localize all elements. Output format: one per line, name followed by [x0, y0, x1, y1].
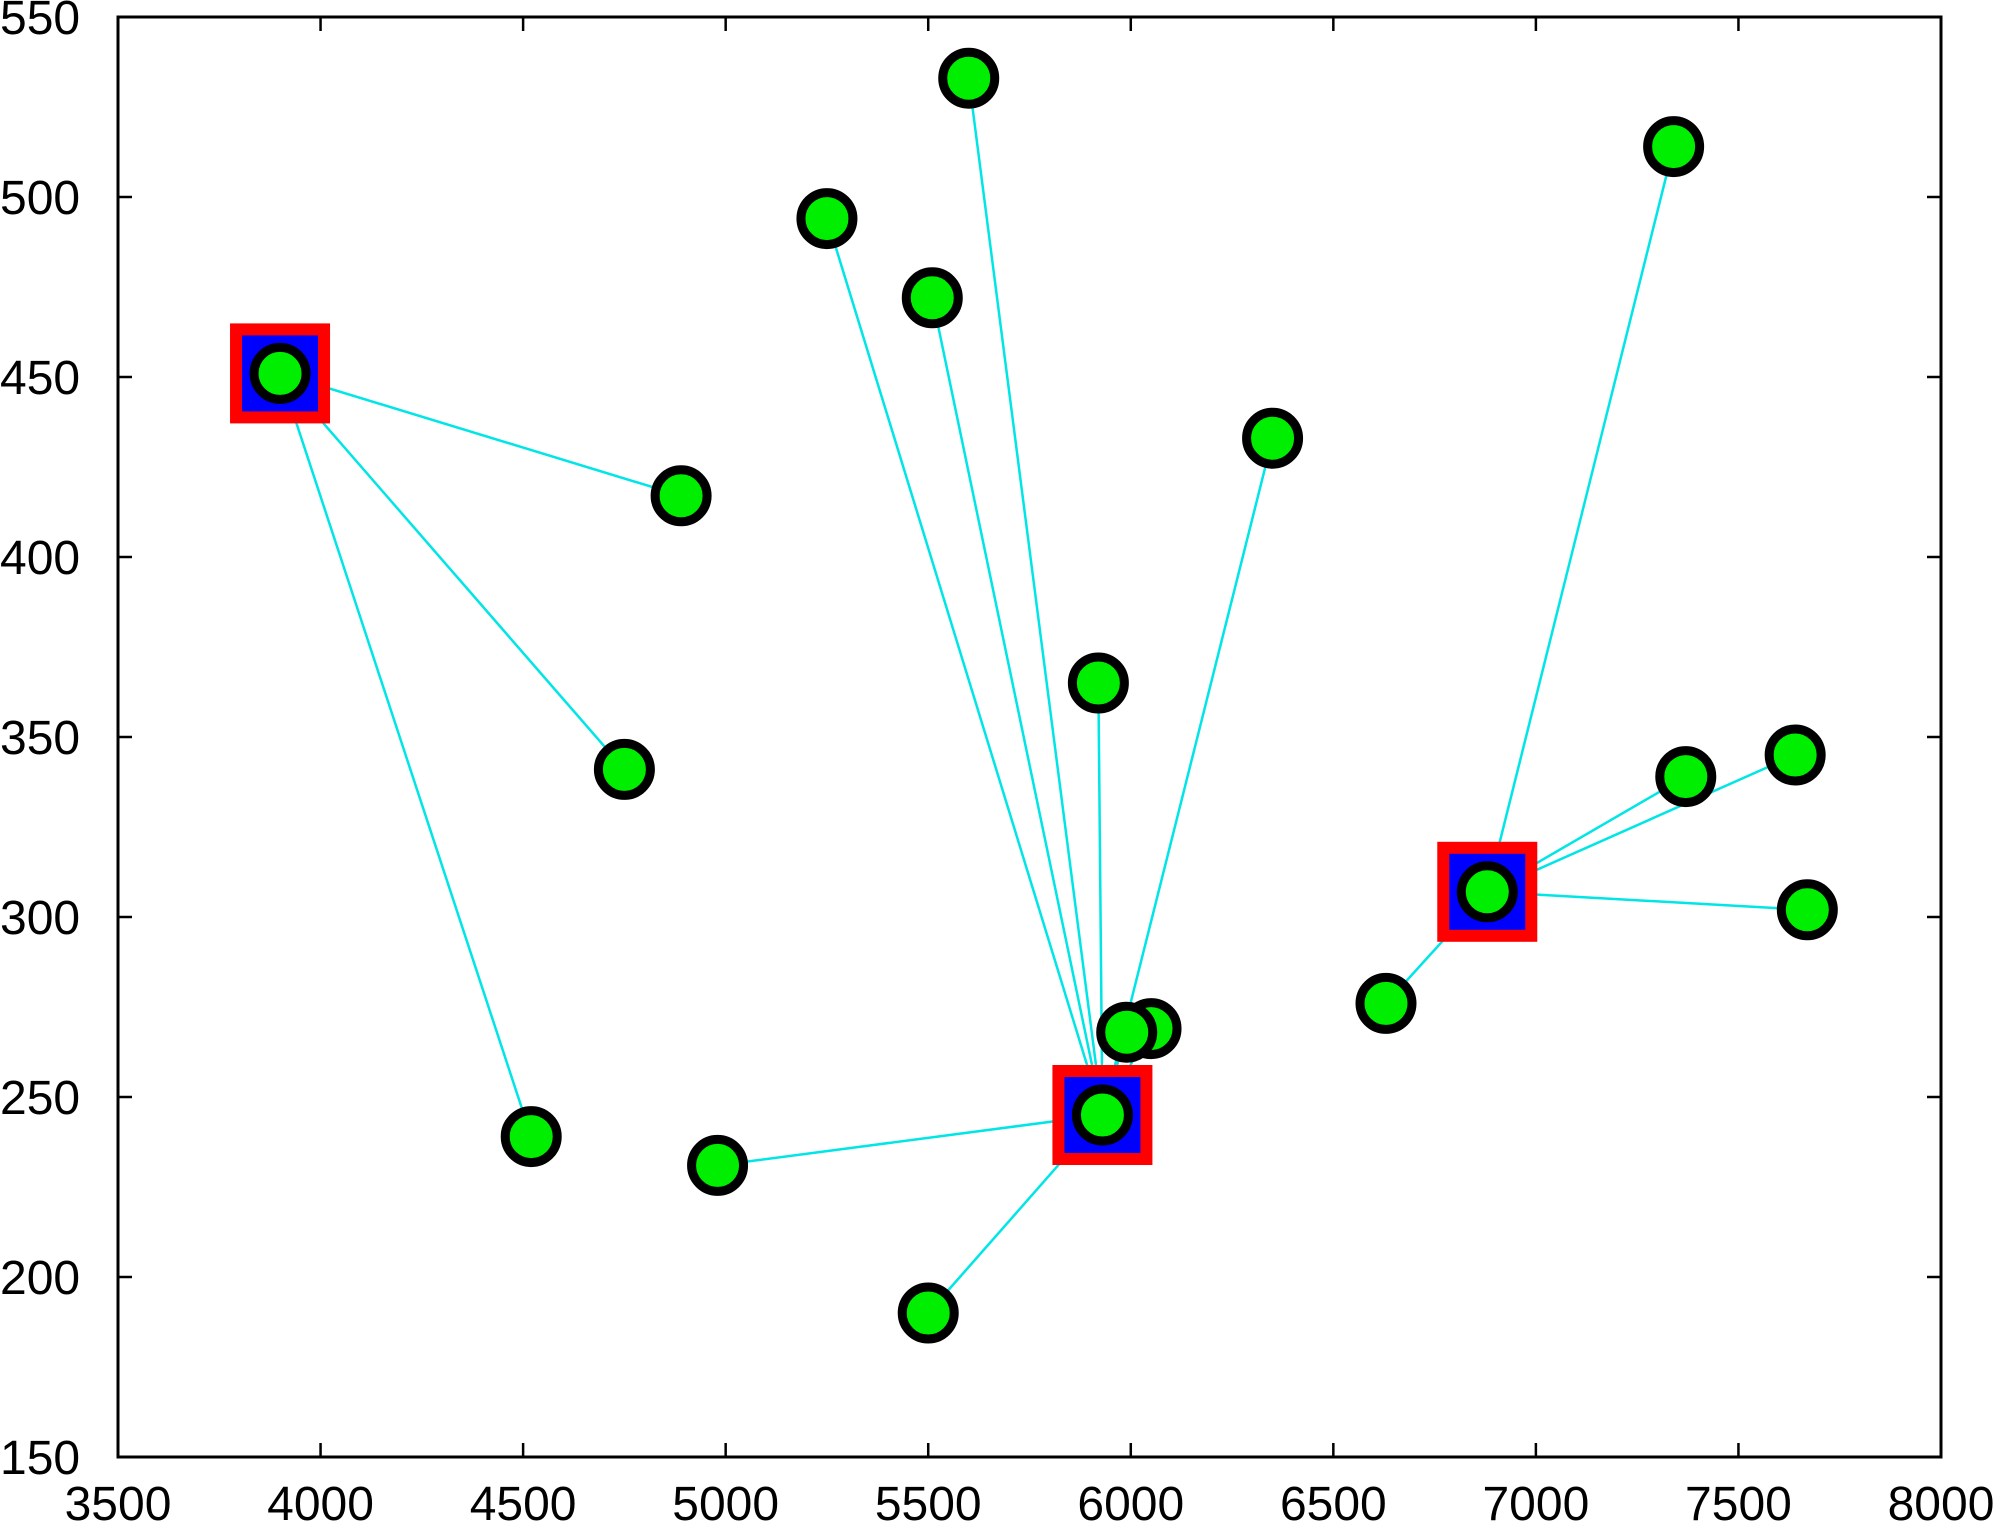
axis-ticks: [116, 15, 1943, 1459]
link-line: [1097, 682, 1104, 1116]
data-point: [1067, 652, 1129, 714]
data-point: [249, 342, 311, 404]
data-point: [1764, 724, 1826, 786]
x-tick-label: 6000: [1077, 1478, 1184, 1531]
data-point: [1096, 1001, 1158, 1063]
data-point: [1655, 746, 1717, 808]
y-tick-label: 500: [0, 172, 80, 225]
data-point: [897, 1282, 959, 1344]
link-line: [1487, 890, 1808, 912]
link-line: [931, 297, 1104, 1116]
data-point: [1456, 861, 1518, 923]
data-point: [1776, 879, 1838, 941]
y-axis-tick-labels: 150 200 250 300 350 400 450 500 550: [0, 0, 80, 1485]
x-tick-label: 7500: [1685, 1478, 1792, 1531]
data-point: [1643, 116, 1705, 178]
y-tick-label: 550: [0, 0, 80, 45]
link-line: [825, 218, 1104, 1116]
link-line: [967, 78, 1104, 1116]
x-axis-tick-labels: 3500 4000 4500 5000 5500 6000 6500 7000 7500 8000: [65, 1478, 1995, 1531]
link-line: [1486, 146, 1675, 893]
y-tick-label: 150: [0, 1432, 80, 1485]
link-line: [279, 372, 626, 771]
x-tick-label: 3500: [65, 1478, 172, 1531]
data-point: [687, 1134, 749, 1196]
y-tick-label: 300: [0, 892, 80, 945]
x-tick-label: 6500: [1280, 1478, 1387, 1531]
link-line: [717, 1113, 1103, 1167]
y-tick-label: 450: [0, 352, 80, 405]
data-point: [1355, 972, 1417, 1034]
data-point: [650, 465, 712, 527]
x-tick-label: 7000: [1482, 1478, 1589, 1531]
x-tick-label: 5500: [875, 1478, 982, 1531]
link-line: [278, 373, 533, 1137]
x-tick-label: 5000: [672, 1478, 779, 1531]
data-point: [901, 267, 963, 329]
data-point: [938, 47, 1000, 109]
data-point: [796, 188, 858, 250]
y-tick-label: 350: [0, 712, 80, 765]
y-tick-label: 250: [0, 1072, 80, 1125]
x-tick-label: 8000: [1888, 1478, 1995, 1531]
link-line: [1486, 753, 1796, 893]
link-line: [279, 372, 682, 497]
plot-frame: [116, 15, 1943, 1459]
data-point: [593, 738, 655, 800]
cluster-centers: [230, 323, 1538, 1165]
data-point: [500, 1106, 562, 1168]
data-point: [1071, 1084, 1133, 1146]
y-tick-label: 400: [0, 532, 80, 585]
data-points: [249, 47, 1838, 1344]
x-tick-label: 4000: [267, 1478, 374, 1531]
y-tick-label: 200: [0, 1252, 80, 1305]
data-point: [1242, 407, 1304, 469]
x-tick-label: 4500: [470, 1478, 577, 1531]
